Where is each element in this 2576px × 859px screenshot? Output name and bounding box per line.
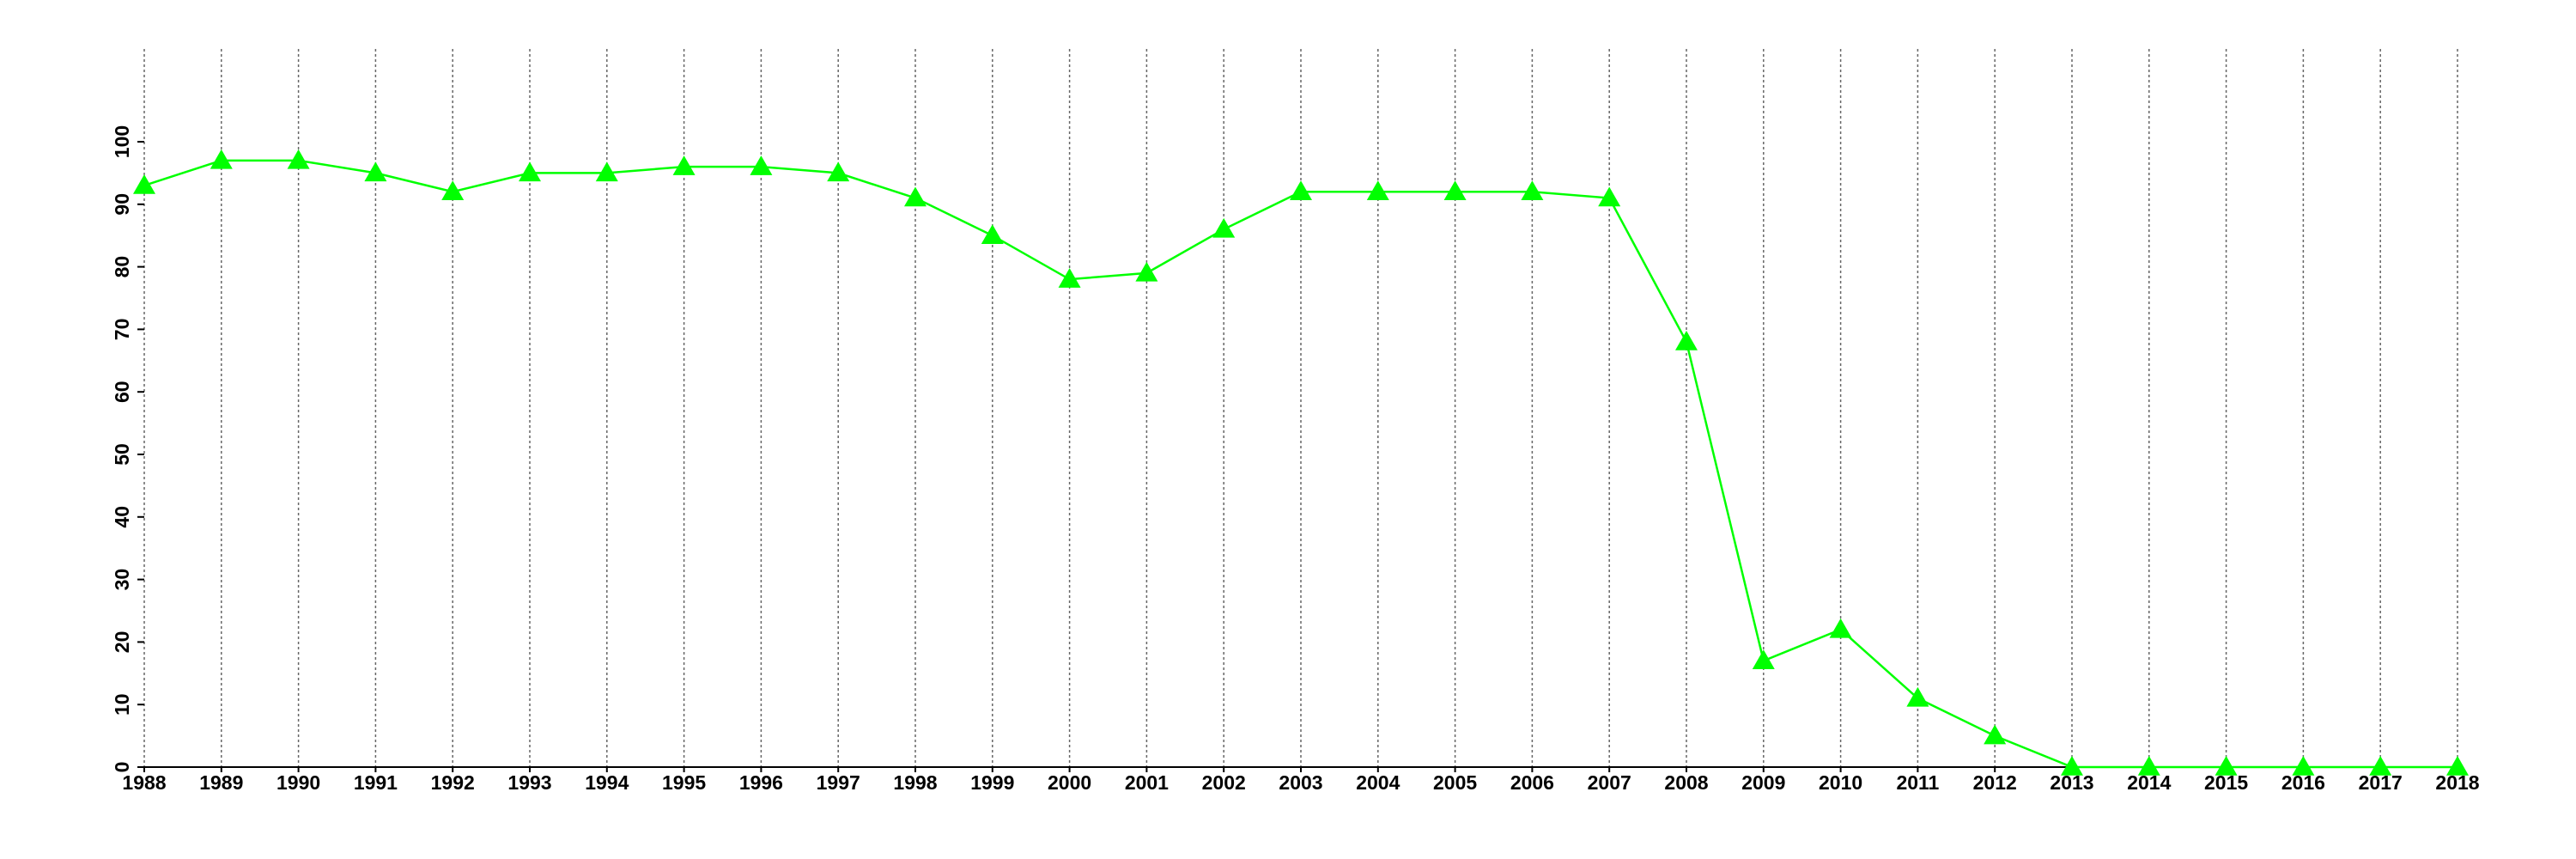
marker	[1212, 217, 1236, 238]
marker	[210, 149, 233, 169]
y-tick-label: 40	[111, 506, 133, 528]
y-tick-label: 90	[111, 193, 133, 216]
x-tick-label: 1995	[662, 771, 706, 794]
marker	[595, 161, 618, 182]
x-tick-label: 2005	[1433, 771, 1477, 794]
marker	[1058, 268, 1081, 288]
x-tick-label: 1989	[199, 771, 243, 794]
marker	[1984, 724, 2007, 745]
marker	[1443, 180, 1467, 200]
x-tick-label: 1993	[507, 771, 551, 794]
x-tick-label: 2009	[1741, 771, 1785, 794]
marker	[519, 161, 541, 182]
marker	[904, 186, 927, 207]
marker	[827, 161, 850, 182]
marker	[1829, 618, 1852, 638]
x-tick-label: 2006	[1510, 771, 1554, 794]
marker	[2446, 756, 2469, 776]
y-tick-label: 100	[111, 125, 133, 158]
x-tick-label: 2007	[1588, 771, 1631, 794]
marker	[1598, 186, 1621, 207]
x-tick-label: 2012	[1973, 771, 2017, 794]
marker	[1752, 649, 1775, 669]
marker	[1906, 686, 1929, 707]
x-tick-label: 1994	[585, 771, 629, 794]
y-tick-label: 50	[111, 443, 133, 466]
x-tick-label: 2004	[1356, 771, 1400, 794]
y-tick-label: 80	[111, 256, 133, 278]
x-tick-label: 2001	[1125, 771, 1169, 794]
y-tick-label: 30	[111, 569, 133, 591]
marker	[672, 155, 696, 175]
marker	[287, 149, 310, 169]
x-tick-label: 1991	[354, 771, 398, 794]
marker	[441, 180, 465, 200]
x-tick-label: 1996	[739, 771, 783, 794]
marker	[981, 224, 1004, 244]
x-tick-label: 1990	[276, 771, 320, 794]
x-tick-label: 2000	[1048, 771, 1091, 794]
y-tick-label: 60	[111, 381, 133, 403]
marker	[1366, 180, 1389, 200]
x-tick-label: 2008	[1664, 771, 1708, 794]
x-tick-label: 2003	[1279, 771, 1322, 794]
x-tick-label: 2002	[1202, 771, 1246, 794]
marker	[750, 155, 773, 175]
y-tick-label: 70	[111, 319, 133, 341]
marker	[2137, 756, 2160, 776]
x-tick-label: 2010	[1819, 771, 1862, 794]
marker	[364, 161, 387, 182]
marker	[1135, 261, 1158, 282]
marker	[133, 174, 155, 194]
marker	[2292, 756, 2315, 776]
y-tick-label: 20	[111, 631, 133, 654]
x-tick-label: 1988	[122, 771, 166, 794]
marker	[2215, 756, 2238, 776]
x-tick-label: 1999	[970, 771, 1014, 794]
marker	[1675, 330, 1698, 350]
y-tick-label: 10	[111, 693, 133, 716]
marker	[2369, 756, 2392, 776]
x-tick-label: 1997	[817, 771, 860, 794]
marker	[2061, 756, 2083, 776]
marker	[1521, 180, 1544, 200]
x-tick-label: 1992	[431, 771, 475, 794]
y-tick-label: 0	[111, 762, 133, 773]
x-tick-label: 2011	[1896, 771, 1939, 794]
x-tick-label: 1998	[893, 771, 937, 794]
marker	[1290, 180, 1312, 200]
